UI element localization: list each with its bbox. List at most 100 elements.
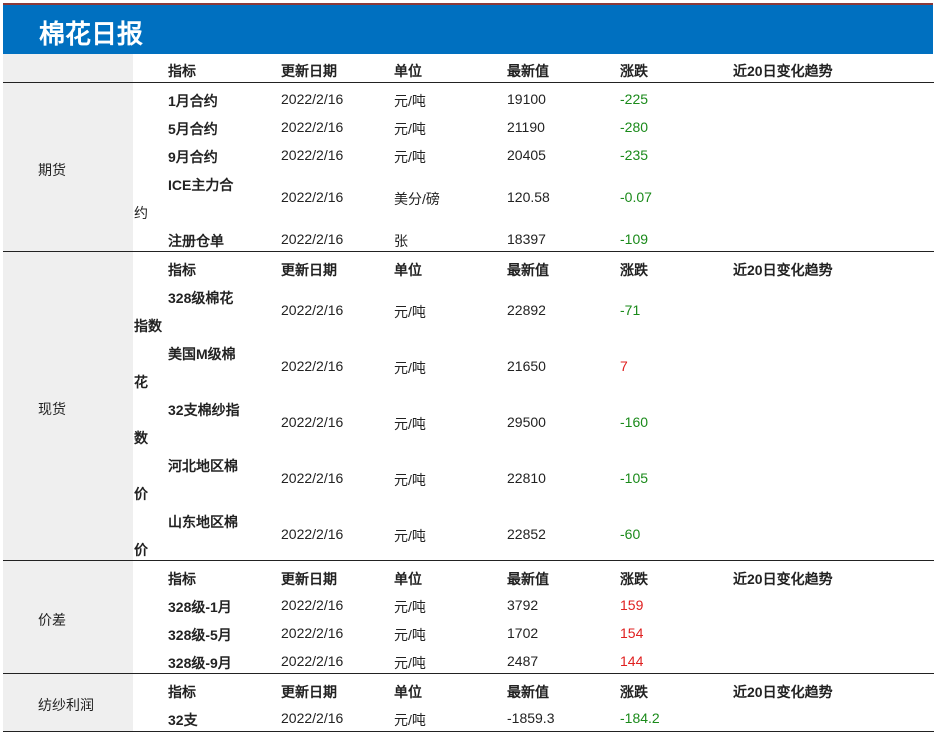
row-change: 144	[620, 653, 644, 669]
col-change: 涨跌	[620, 63, 648, 79]
row-change: -71	[620, 302, 641, 318]
row-name-line2: 价	[134, 486, 148, 502]
row-change: -225	[620, 91, 649, 107]
column-header-row: 指标 更新日期 单位 最新值 涨跌 近20日变化趋势	[3, 54, 934, 82]
col-latest: 最新值	[507, 63, 549, 79]
col-trend: 近20日变化趋势	[733, 571, 833, 587]
col-latest: 最新值	[507, 684, 549, 700]
section-label: 纺纱利润	[38, 697, 94, 713]
row-latest: 21650	[507, 358, 546, 374]
row-date: 2022/2/16	[281, 302, 344, 318]
row-change: -184.2	[620, 710, 660, 726]
top-header-section: 指标 更新日期 单位 最新值 涨跌 近20日变化趋势	[3, 54, 934, 82]
spread-section: 价差 指标 更新日期 单位 最新值 涨跌 近20日变化趋势 328级-1月 20…	[3, 560, 934, 673]
row-latest: 22892	[507, 302, 546, 318]
col-indicator: 指标	[168, 684, 196, 700]
table-row: ICE主力合 约 2022/2/16 美分/磅 120.58 -0.07	[3, 168, 934, 224]
row-name-line2: 花	[134, 374, 148, 390]
table-row: 32支 2022/2/16 元/吨 -1859.3 -184.2	[3, 703, 934, 731]
table-row: 328级棉花 指数 2022/2/16 元/吨 22892 -71	[3, 281, 934, 337]
col-change: 涨跌	[620, 262, 648, 278]
row-change: -105	[620, 470, 649, 486]
col-latest: 最新值	[507, 571, 549, 587]
row-change: 7	[620, 358, 628, 374]
row-date: 2022/2/16	[281, 710, 344, 726]
row-date: 2022/2/16	[281, 147, 344, 163]
row-name: 328级-9月	[168, 655, 232, 671]
section-label-cell	[3, 83, 133, 251]
row-latest: 20405	[507, 147, 546, 163]
row-latest: 2487	[507, 653, 539, 669]
row-name: 32支	[168, 712, 198, 728]
row-latest: 22852	[507, 526, 546, 542]
col-indicator: 指标	[168, 262, 196, 278]
column-header-row: 指标 更新日期 单位 最新值 涨跌 近20日变化趋势	[3, 562, 934, 590]
row-unit: 元/吨	[394, 149, 426, 165]
row-unit: 元/吨	[394, 472, 426, 488]
row-unit: 元/吨	[394, 304, 426, 320]
row-change: -280	[620, 119, 649, 135]
section-label-cell	[3, 252, 133, 560]
column-header-row: 指标 更新日期 单位 最新值 涨跌 近20日变化趋势	[3, 675, 934, 703]
col-indicator: 指标	[168, 63, 196, 79]
row-unit: 张	[394, 233, 408, 249]
header-label-cell	[3, 54, 133, 82]
col-trend: 近20日变化趋势	[733, 684, 833, 700]
section-label-cell	[3, 674, 133, 731]
section-label: 现货	[38, 401, 66, 417]
row-change: 154	[620, 625, 644, 641]
row-unit: 美分/磅	[394, 191, 440, 207]
col-unit: 单位	[394, 684, 422, 700]
row-date: 2022/2/16	[281, 231, 344, 247]
futures-section: 期货 1月合约 2022/2/16 元/吨 19100 -225 5月合约 20…	[3, 82, 934, 251]
row-date: 2022/2/16	[281, 597, 344, 613]
row-name-line1: ICE主力合	[168, 177, 234, 193]
row-date: 2022/2/16	[281, 526, 344, 542]
row-change: -0.07	[620, 189, 652, 205]
col-trend: 近20日变化趋势	[733, 262, 833, 278]
row-name-line1: 美国M级棉	[168, 346, 236, 362]
table-row: 山东地区棉 价 2022/2/16 元/吨 22852 -60	[3, 505, 934, 561]
row-name-line2: 指数	[134, 318, 162, 334]
row-name-line1: 328级棉花	[168, 290, 234, 306]
section-label: 价差	[38, 612, 66, 628]
table-row: 注册仓单 2022/2/16 张 18397 -109	[3, 224, 934, 252]
row-date: 2022/2/16	[281, 414, 344, 430]
col-latest: 最新值	[507, 262, 549, 278]
row-name: 注册仓单	[168, 233, 224, 249]
row-unit: 元/吨	[394, 655, 426, 671]
table-row: 河北地区棉 价 2022/2/16 元/吨 22810 -105	[3, 449, 934, 505]
row-date: 2022/2/16	[281, 358, 344, 374]
col-indicator: 指标	[168, 571, 196, 587]
row-latest: 18397	[507, 231, 546, 247]
profit-section: 纺纱利润 指标 更新日期 单位 最新值 涨跌 近20日变化趋势 32支 2022…	[3, 673, 934, 731]
col-change: 涨跌	[620, 571, 648, 587]
row-unit: 元/吨	[394, 599, 426, 615]
row-name-line2: 数	[134, 430, 148, 446]
row-name-line1: 32支棉纱指	[168, 402, 240, 418]
col-date: 更新日期	[281, 63, 337, 79]
table-row: 328级-9月 2022/2/16 元/吨 2487 144	[3, 646, 934, 674]
row-change: 159	[620, 597, 644, 613]
row-latest: -1859.3	[507, 710, 555, 726]
col-date: 更新日期	[281, 262, 337, 278]
row-date: 2022/2/16	[281, 189, 344, 205]
report-title: 棉花日报	[39, 19, 144, 49]
col-unit: 单位	[394, 571, 422, 587]
row-change: -235	[620, 147, 649, 163]
row-unit: 元/吨	[394, 627, 426, 643]
table-row: 9月合约 2022/2/16 元/吨 20405 -235	[3, 140, 934, 168]
table-row: 32支棉纱指 数 2022/2/16 元/吨 29500 -160	[3, 393, 934, 449]
row-date: 2022/2/16	[281, 119, 344, 135]
row-name: 9月合约	[168, 149, 218, 165]
col-date: 更新日期	[281, 571, 337, 587]
row-name-line1: 山东地区棉	[168, 514, 238, 530]
report-title-bar: 棉花日报	[3, 3, 933, 54]
row-name: 328级-5月	[168, 627, 232, 643]
row-change: -160	[620, 414, 649, 430]
row-unit: 元/吨	[394, 528, 426, 544]
table-row: 328级-1月 2022/2/16 元/吨 3792 159	[3, 590, 934, 618]
column-header-row: 指标 更新日期 单位 最新值 涨跌 近20日变化趋势	[3, 253, 934, 281]
row-unit: 元/吨	[394, 360, 426, 376]
row-date: 2022/2/16	[281, 470, 344, 486]
